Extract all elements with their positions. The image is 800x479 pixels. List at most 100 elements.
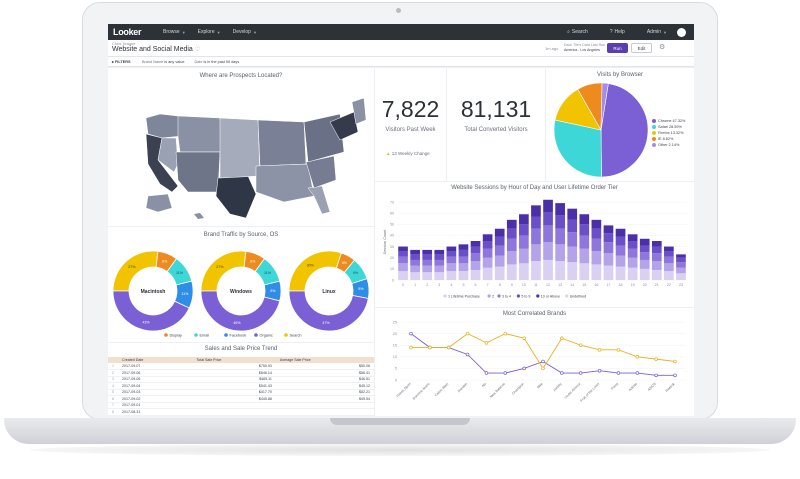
bar-segment[interactable] [591,219,602,229]
data-point[interactable] [484,371,489,375]
bar-segment[interactable] [591,228,602,239]
table-row[interactable]: 2 2017-09-06 $846.14 $56.41 [108,369,374,377]
data-point[interactable] [522,366,526,371]
legend-item[interactable]: IE 8.62% [652,136,685,142]
bar-segment[interactable] [567,208,578,220]
legend-label[interactable]: Email [200,333,210,337]
bar-segment[interactable] [519,235,529,249]
data-point[interactable] [541,359,545,364]
bar-segment[interactable] [567,262,578,280]
bar-segment[interactable] [458,271,469,280]
bar-segment[interactable] [555,261,565,280]
bar-segment[interactable] [555,244,565,262]
bar-segment[interactable] [519,214,529,225]
bar-segment[interactable] [519,248,529,264]
bar-segment[interactable] [422,259,433,266]
bar-segment[interactable] [651,269,662,280]
bar-segment[interactable] [506,264,517,280]
bar-segment[interactable] [639,268,650,280]
bar-segment[interactable] [410,265,420,273]
bar-segment[interactable] [494,255,505,267]
legend-item[interactable]: Safari 28.59% [652,124,685,130]
data-point[interactable] [522,336,526,340]
column-header-total[interactable]: Total Sale Price [192,357,276,363]
bar-segment[interactable] [398,251,408,257]
table-row[interactable]: 6 2017-09-02 $445.88 $49.54 [108,395,374,403]
data-point[interactable] [465,352,470,357]
bar-segment[interactable] [615,245,626,256]
bar-segment[interactable] [470,253,481,262]
bar-segment[interactable] [531,216,541,229]
bar-segment[interactable] [410,254,420,260]
gear-icon[interactable]: ⚙ [659,44,666,51]
bar-segment[interactable] [422,249,433,255]
donut-segment-organic[interactable] [288,290,369,332]
data-point[interactable] [635,355,640,359]
data-point[interactable] [409,331,413,336]
bar-segment[interactable] [603,253,614,266]
pie-slice-other[interactable] [600,82,609,131]
heart-icon[interactable]: ♡ [194,47,201,53]
table-row[interactable]: 7 2017-09-01 [108,402,374,409]
bar-segment[interactable] [434,259,445,266]
bar-segment[interactable] [531,261,541,280]
nav-browse[interactable]: Browse ▼ [163,29,186,35]
bar-segment[interactable] [664,256,674,264]
bar-segment[interactable] [398,246,408,252]
bar-segment[interactable] [398,271,408,280]
bar-segment[interactable] [494,236,505,246]
legend-label[interactable]: Organic [260,333,273,337]
bar-segment[interactable] [410,272,420,280]
bar-segment[interactable] [627,267,638,280]
bar-segment[interactable] [470,261,481,270]
bar-segment[interactable] [446,251,457,257]
data-point[interactable] [578,343,583,347]
bar-segment[interactable] [664,271,674,280]
bar-segment[interactable] [639,238,650,246]
donut-segment-organic[interactable] [112,290,190,332]
data-point[interactable] [578,371,583,375]
filter-brand-name[interactable]: Brand Name is any value [142,60,184,64]
nav-develop[interactable]: Develop ▼ [233,29,257,35]
bar-segment[interactable] [482,234,493,241]
browser-pie-chart[interactable] [551,80,651,180]
legend-label[interactable]: 2 [492,294,494,298]
bar-segment[interactable] [676,273,686,280]
bar-segment[interactable] [615,255,626,267]
bar-segment[interactable] [591,238,602,252]
bar-segment[interactable] [482,241,493,249]
bar-segment[interactable] [531,228,541,245]
bar-segment[interactable] [627,257,638,268]
data-point[interactable] [503,371,508,375]
bar-segment[interactable] [458,249,469,257]
bar-segment[interactable] [398,263,408,272]
bar-segment[interactable] [567,246,578,263]
table-row[interactable]: 5 2017-09-03 $417.70 $52.21 [108,389,374,396]
bar-segment[interactable] [398,256,408,264]
bar-segment[interactable] [446,271,457,280]
bar-segment[interactable] [458,256,469,264]
legend-label[interactable]: 3 to 4 [502,294,511,298]
bar-segment[interactable] [506,228,517,239]
bar-segment[interactable] [434,254,445,260]
bar-segment[interactable] [482,257,493,268]
column-header-date[interactable]: Created Date [118,357,193,363]
nav-search[interactable]: ⌕ Search [567,29,588,35]
data-point[interactable] [616,371,621,375]
bar-segment[interactable] [531,244,541,262]
data-point[interactable] [503,331,508,336]
bar-segment[interactable] [567,219,578,233]
table-row[interactable]: 8 2017-08-31 [108,408,374,416]
bar-segment[interactable] [410,249,420,255]
breadcrumb[interactable]: Chris Teague [112,41,136,46]
timezone-select[interactable]: America - Los Angeles [564,48,600,52]
run-button[interactable]: Run [607,43,628,53]
bar-segment[interactable] [603,265,614,280]
bar-segment[interactable] [639,259,650,269]
bar-segment[interactable] [664,251,674,257]
data-point[interactable] [673,373,677,378]
column-header-average[interactable]: Average Sale Price [275,357,374,363]
bar-segment[interactable] [615,228,626,237]
bar-segment[interactable] [627,241,638,249]
bar-segment[interactable] [494,228,505,237]
